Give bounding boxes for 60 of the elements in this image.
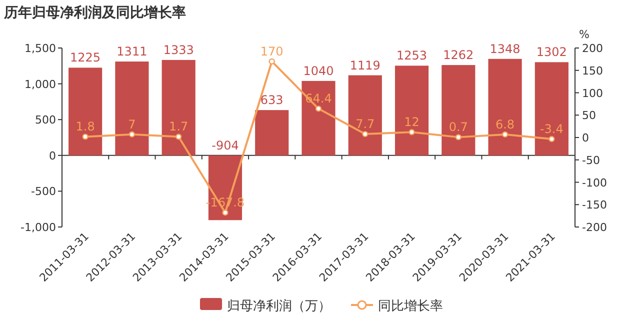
data-label: 1.8 [76, 120, 95, 134]
data-label: 1040 [303, 64, 334, 78]
data-label: -3.4 [540, 122, 564, 136]
y2-tick-label: -200 [582, 221, 607, 234]
bar [255, 110, 289, 156]
point [502, 131, 508, 138]
point [455, 134, 462, 140]
bar [302, 80, 336, 156]
y2-tick-label: 0 [582, 132, 589, 144]
data-label: 1225 [70, 50, 101, 65]
bar [534, 62, 568, 156]
data-label: 633 [260, 93, 284, 108]
point [222, 209, 228, 216]
y2-tick-label: -150 [582, 198, 607, 212]
y-tick-label: -500 [31, 185, 56, 198]
point [268, 58, 275, 65]
y-tick-label: 500 [35, 114, 56, 127]
bar [488, 58, 522, 156]
data-label: 1311 [116, 44, 148, 59]
data-label: 0.7 [448, 120, 468, 134]
y2-tick-label: -100 [582, 176, 607, 190]
data-label: 170 [260, 44, 284, 58]
y2-axis-title: % [579, 28, 590, 41]
y-tick-label: 1,500 [24, 42, 56, 55]
bar [115, 62, 149, 156]
y2-tick-label: 50 [582, 109, 596, 122]
bar [394, 66, 429, 156]
point [362, 130, 368, 138]
y2-tick-label: 150 [582, 64, 603, 78]
legend-label: 归母净利润（万） [227, 299, 331, 314]
chart-title: 历年归母净利润及同比增长率 [3, 4, 186, 21]
data-label: -904 [212, 138, 239, 152]
point [82, 134, 88, 140]
data-label: 6.8 [496, 117, 515, 132]
bar [162, 60, 196, 156]
legend-label: 同比增长率 [378, 298, 443, 314]
data-label: 1.7 [169, 120, 188, 134]
data-label: 1262 [443, 48, 474, 62]
data-label: 7.7 [356, 117, 375, 132]
data-label: 7 [128, 117, 136, 132]
data-label: 1119 [350, 58, 380, 72]
point [128, 131, 136, 138]
data-label: 1253 [396, 48, 428, 63]
y-tick-label: 1,000 [24, 78, 56, 91]
data-label: 1302 [536, 45, 567, 60]
y2-tick-label: 100 [582, 86, 603, 100]
y2-tick-label: -50 [582, 154, 600, 167]
data-label: 1333 [163, 42, 194, 57]
y-tick-label: 0 [49, 149, 56, 162]
y2-tick-label: 200 [582, 42, 603, 55]
bar [442, 65, 476, 156]
point [315, 106, 322, 112]
data-label: 12 [404, 115, 420, 130]
bar [68, 68, 102, 156]
y-tick-label: -1,000 [20, 221, 56, 234]
data-label: 1348 [490, 42, 520, 56]
point [175, 134, 182, 140]
point [408, 129, 415, 136]
bar [348, 75, 382, 156]
point [548, 136, 555, 142]
